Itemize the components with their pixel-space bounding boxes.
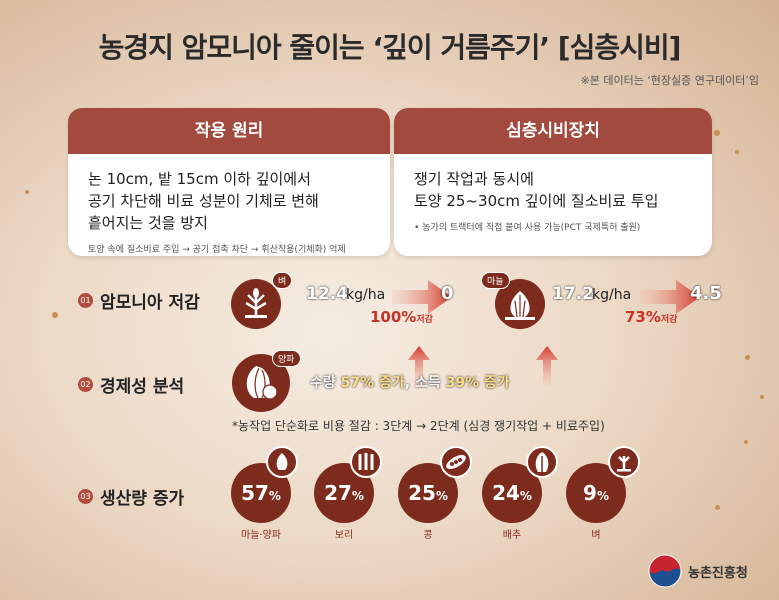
- garlic-icon: [266, 446, 298, 478]
- production-label: 배추: [502, 530, 522, 541]
- production-value: 27: [324, 481, 352, 505]
- device-card-sub: • 농가의 트랙터에 직접 붙여 사용 가능(PCT 국제특허 출원): [414, 223, 641, 233]
- production-label: 콩: [423, 530, 433, 541]
- principle-card-sub: 토양 속에 질소비료 주입 → 공기 접촉 차단 → 휘산작용(기체화) 억제: [88, 245, 346, 255]
- page-title: 농경지 암모니아 줄이는 ‘깊이 거름주기’ [심층시비]: [98, 31, 682, 64]
- garlic-tag: 마늘: [481, 272, 510, 289]
- section-label: 생산량 증가: [100, 489, 185, 509]
- rice-before-value: 12.4: [306, 284, 348, 304]
- arrow-right-icon: [640, 280, 700, 314]
- rice-icon: [231, 279, 281, 329]
- rice-unit: kg/ha: [346, 287, 386, 303]
- production-unit: %: [596, 489, 609, 503]
- section-economy: 02 경제성 분석: [78, 372, 184, 397]
- decor-dot: [745, 355, 750, 360]
- section-production: 03 생산량 증가: [78, 484, 184, 509]
- principle-card: 작용 원리 논 10cm, 밭 15cm 이하 깊이에서 공기 차단해 비료 성…: [68, 108, 390, 256]
- production-unit: %: [268, 489, 281, 503]
- device-card-text: 쟁기 작업과 동시에 토양 25~30cm 깊이에 질소비료 투입: [414, 168, 694, 212]
- yield-label: 수량: [310, 375, 336, 391]
- section-ammonia: 01 암모니아 저감: [78, 288, 200, 313]
- garlic-reduction-pct: 73%: [625, 308, 661, 326]
- arrow-up-icon: [536, 346, 558, 386]
- barley-icon: [350, 446, 382, 478]
- income-value: 39% 증가: [445, 375, 510, 391]
- principle-line: 논 10cm, 밭 15cm 이하 깊이에서: [88, 170, 311, 188]
- production-value: 57: [241, 481, 269, 505]
- bean-icon: [440, 446, 472, 478]
- emblem-icon: [648, 554, 682, 588]
- rda-logo: 농촌진흥청: [648, 554, 748, 588]
- production-unit: %: [435, 489, 448, 503]
- garlic-reduction: 73%저감: [625, 308, 677, 326]
- principle-line: 공기 차단해 비료 성분이 기체로 변해: [88, 192, 319, 210]
- production-label: 보리: [334, 530, 354, 541]
- production-label: 마늘·양파: [241, 530, 281, 541]
- production-unit: %: [351, 489, 364, 503]
- production-label: 벼: [591, 530, 601, 541]
- onion-tag: 양파: [272, 350, 301, 367]
- decor-dot: [25, 190, 29, 194]
- rice-reduction: 100%저감: [370, 308, 433, 326]
- production-unit: %: [519, 489, 532, 503]
- principle-card-text: 논 10cm, 밭 15cm 이하 깊이에서 공기 차단해 비료 성분이 기체로…: [88, 168, 372, 234]
- production-value: 24: [492, 481, 520, 505]
- yield-value: 57% 증가: [340, 375, 405, 391]
- decor-dot: [744, 440, 748, 444]
- cost-note: *농작업 단순화로 비용 절감 : 3단계 → 2단계 (심경 쟁기작업 + 비…: [232, 419, 605, 433]
- rice-icon: [608, 446, 640, 478]
- principle-line: 흩어지는 것을 방지: [88, 214, 208, 232]
- section-number: 01: [78, 293, 93, 308]
- arrow-right-icon: [392, 280, 452, 314]
- device-card: 심층시비장치 쟁기 작업과 동시에 토양 25~30cm 깊이에 질소비료 투입…: [394, 108, 712, 256]
- decor-dot: [52, 312, 58, 318]
- arrow-up-icon: [408, 346, 430, 386]
- decor-dot: [715, 505, 720, 510]
- logo-text: 농촌진흥청: [688, 565, 748, 581]
- principle-card-heading: 작용 원리: [68, 108, 390, 154]
- decor-dot: [760, 395, 764, 399]
- rice-tag: 벼: [272, 272, 293, 289]
- cabbage-icon: [526, 446, 558, 478]
- section-number: 02: [78, 377, 93, 392]
- economy-result: 수량 57% 증가, 소득 39% 증가: [310, 375, 510, 391]
- production-value: 25: [408, 481, 436, 505]
- device-line: 쟁기 작업과 동시에: [414, 170, 534, 188]
- section-label: 암모니아 저감: [100, 293, 200, 313]
- rice-reduction-suffix: 저감: [416, 315, 433, 325]
- garlic-reduction-suffix: 저감: [660, 315, 678, 325]
- device-card-heading: 심층시비장치: [394, 108, 712, 154]
- section-label: 경제성 분석: [100, 377, 185, 397]
- data-source-note: ※본 데이터는 ‘현장실증 연구데이터’임: [580, 74, 760, 87]
- decor-dot: [735, 150, 739, 154]
- decor-dot: [714, 130, 720, 136]
- device-line: 토양 25~30cm 깊이에 질소비료 투입: [414, 192, 659, 210]
- section-number: 03: [78, 489, 93, 504]
- production-value: 9: [583, 481, 597, 505]
- garlic-before-value: 17.2: [552, 284, 594, 304]
- rice-after-value: 0: [441, 283, 454, 304]
- garlic-unit: kg/ha: [592, 287, 632, 303]
- rice-reduction-pct: 100%: [370, 308, 417, 326]
- income-label: 소득: [415, 375, 441, 391]
- garlic-after-value: 4.5: [690, 283, 722, 304]
